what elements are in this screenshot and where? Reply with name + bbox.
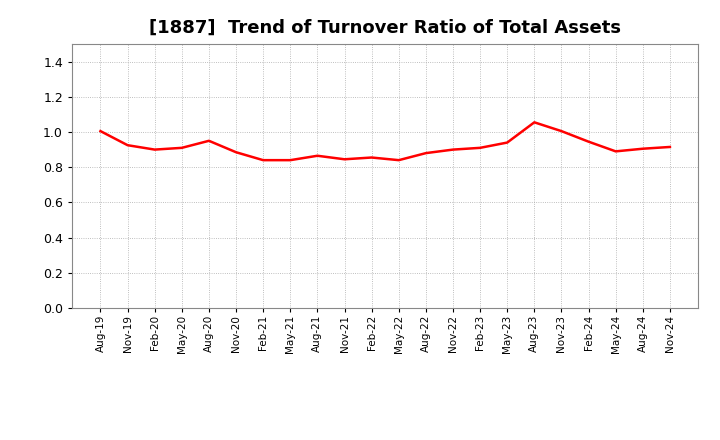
Title: [1887]  Trend of Turnover Ratio of Total Assets: [1887] Trend of Turnover Ratio of Total … (149, 19, 621, 37)
